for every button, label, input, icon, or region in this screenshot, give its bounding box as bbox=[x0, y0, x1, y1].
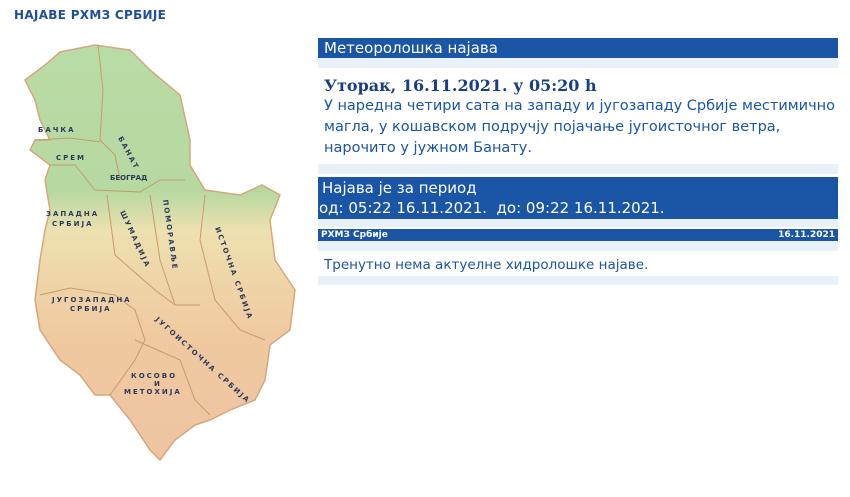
footer-bar: РХМЗ Србије 16.11.2021 bbox=[318, 229, 838, 241]
region-borders bbox=[34, 44, 266, 416]
forecast-date: Уторак, 16.11.2021. у 05:20 h bbox=[324, 76, 597, 95]
serbia-regions-map[interactable]: БАЧКА БАНАТ СРЕМ БЕОГРАД ЗАПАДНА СРБИЈА … bbox=[0, 30, 310, 470]
footer-source: РХМЗ Србије bbox=[321, 230, 388, 240]
label-srbija-w: СРБИЈА bbox=[52, 220, 93, 228]
label-i: И bbox=[154, 380, 162, 388]
forecast-text: У наредна четири сата на западу и југоза… bbox=[324, 98, 836, 156]
period-label: Најава је за период bbox=[322, 179, 477, 197]
footer-date: 16.11.2021 bbox=[778, 230, 835, 240]
label-backa: БАЧКА bbox=[38, 126, 76, 134]
label-srem: СРЕМ bbox=[56, 154, 86, 162]
label-jugozapadna: ЈУГОЗАПАДНА bbox=[51, 296, 132, 304]
period-box: Најава је за период од: 05:22 16.11.2021… bbox=[318, 177, 838, 219]
label-metohija: МЕТОХИЈА bbox=[124, 388, 182, 396]
serbia-outline bbox=[24, 44, 296, 462]
label-kosovo: КОСОВО bbox=[131, 372, 177, 380]
label-zapadna: ЗАПАДНА bbox=[46, 210, 99, 218]
divider bbox=[318, 164, 838, 174]
hydro-text: Тренутно нема актуелне хидролошке најаве… bbox=[324, 257, 649, 273]
label-beograd: БЕОГРАД bbox=[110, 174, 147, 182]
divider bbox=[318, 241, 838, 251]
divider bbox=[318, 58, 838, 68]
page-title: НАЈАВЕ РХМЗ СРБИЈЕ bbox=[14, 8, 167, 22]
label-srbija-sw: СРБИЈА bbox=[70, 305, 111, 313]
meteo-heading: Метеоролошка најава bbox=[318, 38, 838, 58]
divider bbox=[318, 276, 838, 285]
divider bbox=[318, 219, 838, 227]
period-range: од: 05:22 16.11.2021. до: 09:22 16.11.20… bbox=[319, 199, 665, 217]
